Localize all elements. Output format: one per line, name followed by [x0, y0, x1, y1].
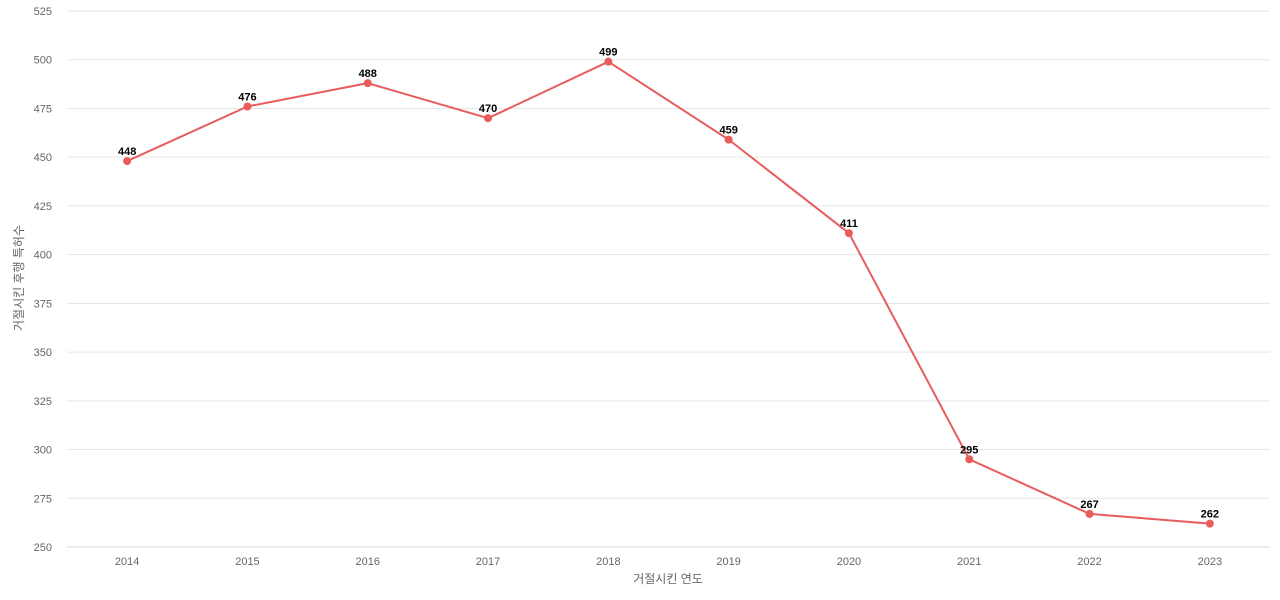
- x-tick-label: 2020: [837, 556, 861, 568]
- data-point[interactable]: [965, 455, 974, 464]
- x-tick-label: 2014: [115, 556, 139, 568]
- data-point[interactable]: [243, 102, 252, 111]
- data-label: 267: [1080, 499, 1098, 511]
- x-tick-label: 2019: [716, 556, 740, 568]
- data-labels: 448 476 488 470 499 459 411 295 267 262: [118, 47, 1219, 521]
- data-label: 459: [719, 125, 737, 137]
- y-tick-label: 375: [34, 298, 52, 310]
- x-axis-title: 거절시킨 연도: [633, 572, 703, 586]
- y-tick-label: 400: [34, 250, 52, 262]
- x-tick-label: 2022: [1077, 556, 1101, 568]
- y-tick-label: 475: [34, 103, 52, 115]
- data-label: 499: [599, 47, 617, 59]
- data-point[interactable]: [724, 135, 733, 144]
- x-tick-label: 2018: [596, 556, 620, 568]
- y-tick-label: 300: [34, 445, 52, 457]
- x-tick-label: 2021: [957, 556, 981, 568]
- data-point[interactable]: [604, 57, 613, 66]
- x-axis-ticks: 2014 2015 2016 2017 2018 2019 2020 2021 2022 2023: [115, 556, 1222, 568]
- x-tick-label: 2016: [356, 556, 380, 568]
- y-tick-label: 525: [34, 6, 52, 18]
- data-label: 295: [960, 444, 978, 456]
- grid-lines: [67, 10, 1270, 548]
- series-group: [123, 57, 1214, 528]
- data-label: 448: [118, 146, 136, 158]
- data-point[interactable]: [363, 79, 372, 88]
- y-axis-title: 거절시킨 후행 특허수: [11, 225, 26, 331]
- y-axis-ticks: 250 275 300 325 350 375 400 425 450 475 500 525: [34, 6, 52, 554]
- data-point[interactable]: [844, 229, 853, 238]
- series-line: [126, 60, 1210, 525]
- data-point[interactable]: [1085, 509, 1094, 518]
- y-tick-label: 425: [34, 201, 52, 213]
- data-label: 411: [840, 218, 858, 230]
- y-tick-label: 325: [34, 396, 52, 408]
- data-label: 476: [238, 92, 256, 104]
- data-label: 262: [1201, 509, 1219, 521]
- data-label: 470: [479, 103, 497, 115]
- data-point[interactable]: [484, 114, 493, 123]
- x-tick-label: 2017: [476, 556, 500, 568]
- x-tick-label: 2023: [1198, 556, 1222, 568]
- data-point[interactable]: [123, 157, 132, 166]
- y-tick-label: 350: [34, 347, 52, 359]
- y-tick-label: 450: [34, 152, 52, 164]
- x-tick-label: 2015: [235, 556, 259, 568]
- data-point[interactable]: [1205, 519, 1214, 528]
- y-tick-label: 500: [34, 55, 52, 67]
- y-tick-label: 250: [34, 542, 52, 554]
- y-tick-label: 275: [34, 493, 52, 505]
- data-label: 488: [359, 68, 377, 80]
